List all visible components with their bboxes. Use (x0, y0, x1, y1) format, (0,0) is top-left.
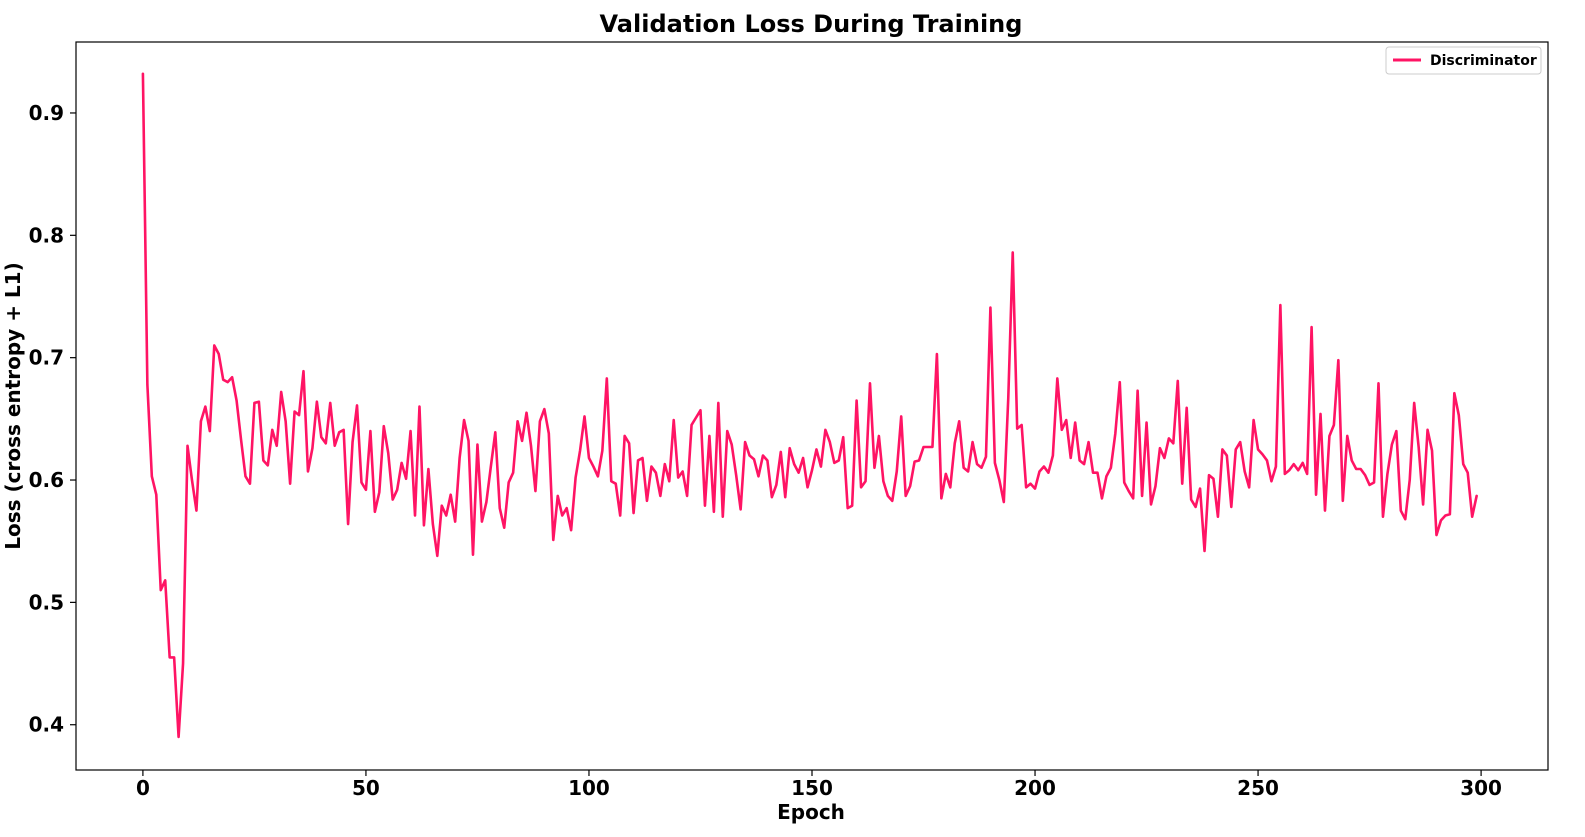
y-tick-label: 0.6 (29, 468, 64, 492)
plot-area (75, 41, 1549, 771)
legend: Discriminator (1385, 46, 1542, 75)
x-tick-label: 100 (568, 776, 610, 800)
chart-title: Validation Loss During Training (600, 10, 1023, 38)
y-tick-label: 0.4 (29, 713, 64, 737)
x-tick-label: 300 (1460, 776, 1502, 800)
x-tick-label: 200 (1014, 776, 1056, 800)
series-line-discriminator (141, 72, 1478, 739)
x-tick-label: 150 (791, 776, 833, 800)
x-tick-label: 0 (136, 776, 150, 800)
y-axis-label: Loss (cross entropy + L1) (1, 262, 25, 549)
x-tick-label: 50 (352, 776, 380, 800)
x-axis: 0 50 100 150 200 250 300 (136, 770, 1502, 800)
x-axis-label: Epoch (777, 800, 845, 824)
y-axis: 0.4 0.5 0.6 0.7 0.8 0.9 (29, 101, 76, 737)
x-tick-label: 250 (1237, 776, 1279, 800)
y-tick-label: 0.8 (29, 223, 64, 247)
legend-label: Discriminator (1430, 53, 1537, 69)
legend-box (1385, 46, 1542, 75)
y-tick-label: 0.9 (29, 101, 64, 125)
y-tick-label: 0.5 (29, 590, 64, 614)
series-group (141, 72, 1478, 739)
y-tick-label: 0.7 (29, 346, 64, 370)
